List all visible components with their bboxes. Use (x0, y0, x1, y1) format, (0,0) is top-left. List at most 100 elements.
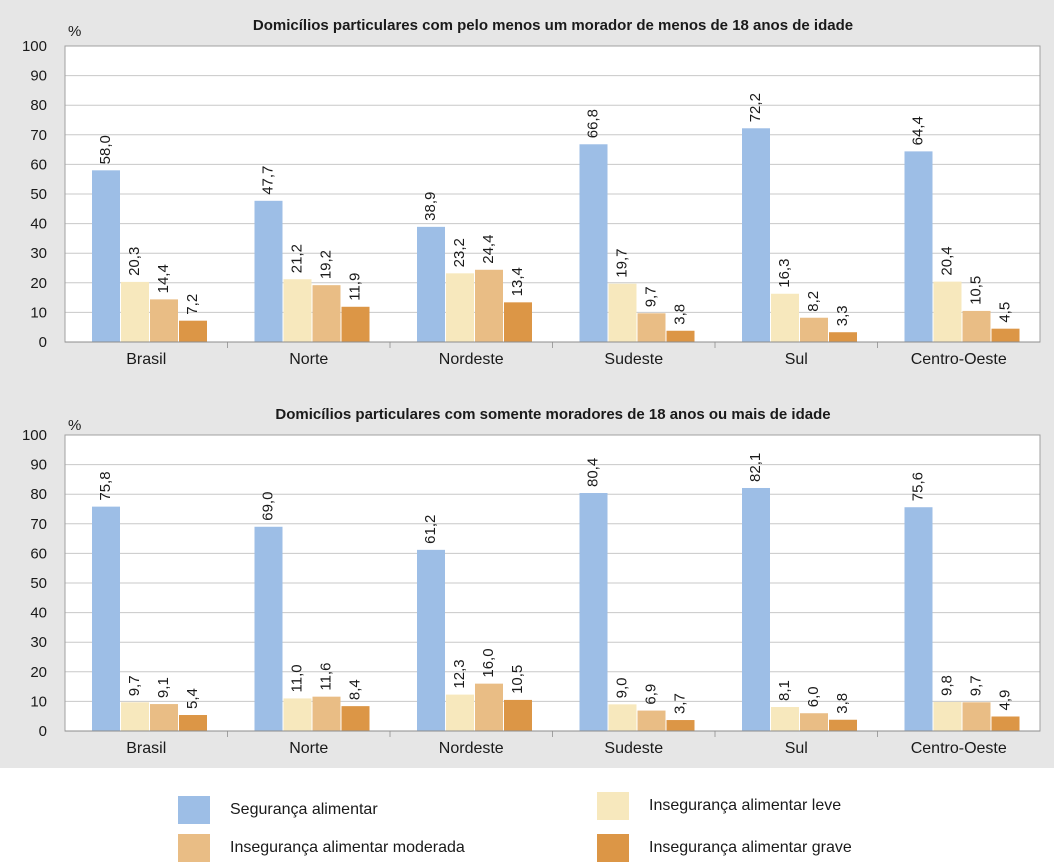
y-tick-label: 70 (30, 516, 47, 533)
data-label: 9,7 (126, 675, 143, 696)
bar (991, 328, 1020, 342)
y-tick-label: 90 (30, 457, 47, 474)
x-category-label: Brasil (126, 740, 166, 757)
x-category-label: Sudeste (604, 351, 663, 368)
bar (150, 704, 178, 731)
x-category-label: Sul (785, 740, 808, 757)
y-tick-label: 40 (30, 605, 47, 622)
legend-item-inseguranca-grave: Insegurança alimentar grave (597, 834, 852, 862)
bar (933, 701, 962, 731)
bar (254, 200, 283, 342)
data-label: 11,6 (317, 663, 334, 691)
bar (179, 715, 207, 731)
x-category-label: Centro-Oeste (911, 351, 1007, 368)
data-label: 23,2 (451, 238, 468, 267)
bar (991, 716, 1020, 731)
chart-title: Domicílios particulares com pelo menos u… (253, 17, 853, 34)
data-label: 38,9 (422, 192, 439, 221)
bar (92, 170, 120, 342)
bar (283, 698, 312, 731)
data-label: 11,0 (288, 664, 305, 692)
data-label: 4,9 (996, 690, 1013, 711)
bar (637, 710, 666, 731)
y-tick-label: 90 (30, 68, 47, 85)
data-label: 4,5 (996, 302, 1013, 323)
y-tick-label: 60 (30, 545, 47, 562)
legend-label-seguranca: Segurança alimentar (230, 801, 378, 818)
data-label: 72,2 (747, 93, 764, 122)
data-label: 20,3 (126, 247, 143, 276)
x-category-label: Sudeste (604, 740, 663, 757)
bar (742, 128, 770, 342)
legend-item-inseguranca-leve: Insegurança alimentar leve (597, 792, 841, 820)
data-label: 10,5 (509, 665, 526, 694)
bar (312, 285, 341, 342)
bar (933, 281, 962, 342)
y-tick-label: 50 (30, 186, 47, 203)
bar (637, 313, 666, 342)
bar (254, 526, 283, 731)
y-unit-label: % (68, 417, 81, 434)
data-label: 7,2 (184, 294, 201, 315)
bar (504, 699, 532, 731)
y-tick-label: 30 (30, 245, 47, 262)
bar (771, 707, 799, 731)
y-tick-label: 50 (30, 575, 47, 592)
y-tick-label: 60 (30, 156, 47, 173)
bar (341, 306, 370, 342)
bar (666, 330, 695, 342)
bar (121, 281, 149, 342)
bar (446, 694, 474, 731)
bar (312, 696, 341, 731)
bar (121, 702, 149, 731)
bar (92, 506, 120, 731)
data-label: 12,3 (451, 659, 468, 688)
x-category-label: Norte (289, 740, 328, 757)
y-tick-label: 80 (30, 486, 47, 503)
bar (608, 283, 637, 342)
y-tick-label: 100 (22, 427, 47, 444)
bar (417, 226, 445, 342)
x-category-label: Nordeste (439, 351, 504, 368)
bar (475, 269, 503, 342)
legend-swatch-inseguranca-leve (597, 792, 629, 820)
y-tick-label: 20 (30, 275, 47, 292)
legend-item-inseguranca-moderada: Insegurança alimentar moderada (178, 834, 465, 862)
data-label: 82,1 (747, 453, 764, 482)
y-tick-label: 100 (22, 38, 47, 55)
x-category-label: Sul (785, 351, 808, 368)
x-category-label: Nordeste (439, 740, 504, 757)
x-category-label: Brasil (126, 351, 166, 368)
data-label: 58,0 (97, 135, 114, 164)
data-label: 9,8 (938, 675, 955, 696)
chart-area: 0 10 20 30 40 50 60 70 80 90 100% Domicílios partic… (0, 0, 1054, 768)
data-label: 3,8 (671, 304, 688, 325)
x-category-label: Centro-Oeste (911, 740, 1007, 757)
data-label: 8,1 (776, 680, 793, 701)
data-label: 11,9 (346, 273, 363, 301)
data-label: 9,7 (642, 286, 659, 307)
legend-label-inseguranca-moderada: Insegurança alimentar moderada (230, 839, 465, 856)
bar (904, 507, 933, 731)
data-label: 3,7 (671, 693, 688, 714)
y-tick-label: 40 (30, 216, 47, 233)
data-label: 8,2 (805, 291, 822, 312)
bar (341, 706, 370, 731)
data-label: 19,7 (613, 248, 630, 277)
data-label: 64,4 (909, 116, 926, 145)
bar (179, 320, 207, 342)
bar (829, 719, 857, 731)
bar (579, 144, 608, 342)
bar (475, 683, 503, 731)
bar (962, 310, 991, 342)
data-label: 13,4 (509, 267, 526, 296)
legend-swatch-inseguranca-grave (597, 834, 629, 862)
data-label: 24,4 (480, 235, 497, 264)
bar (904, 151, 933, 342)
data-label: 3,8 (834, 693, 851, 714)
y-tick-label: 20 (30, 664, 47, 681)
legend-item-seguranca: Segurança alimentar (178, 796, 378, 824)
x-category-label: Norte (289, 351, 328, 368)
bar (504, 302, 532, 342)
